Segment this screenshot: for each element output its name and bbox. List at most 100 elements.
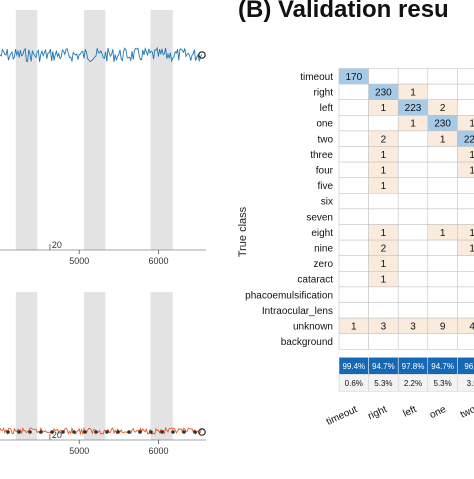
row-label: right: [314, 88, 334, 99]
cell-value: 3: [381, 322, 387, 333]
y-axis-label: True class: [237, 206, 249, 258]
event-dot: [127, 430, 131, 434]
shaded-band: [83, 10, 106, 250]
matrix-cell: [427, 239, 458, 256]
fdr-value: 3.5: [467, 379, 474, 388]
matrix-cell: [457, 193, 474, 210]
precision-value: 94.7%: [431, 362, 454, 371]
event-dot: [6, 430, 10, 434]
matrix-cell: [397, 146, 429, 163]
matrix-cell: [457, 83, 474, 100]
event-dot: [17, 430, 21, 434]
time-series-panel-1: 20 5000 6000: [0, 10, 206, 266]
cell-value: 1: [381, 181, 387, 192]
row-label: timeout: [300, 72, 333, 83]
matrix-cell: [368, 208, 399, 225]
matrix-cell: [338, 302, 369, 319]
matrix-cell: [338, 161, 369, 178]
row-label: Intraocular_lens: [262, 306, 333, 317]
matrix-cell: [397, 271, 429, 288]
event-dot: [72, 430, 76, 434]
end-marker: [198, 51, 206, 59]
cell-value: 1: [440, 228, 446, 239]
matrix-cell: [338, 193, 369, 210]
cell-value: 1: [381, 259, 387, 270]
event-dot: [193, 430, 197, 434]
fdr-value: 5.3%: [374, 379, 392, 388]
cell-value: 1: [381, 103, 387, 114]
x-tick-label: 5000: [69, 446, 89, 456]
matrix-cell: [338, 286, 369, 303]
cell-value: 1: [381, 228, 387, 239]
matrix-cell: [338, 239, 369, 256]
matrix-cell: [427, 255, 458, 272]
row-label: background: [281, 337, 333, 348]
matrix-cell: [397, 302, 429, 319]
matrix-cell: [457, 68, 474, 85]
event-dot: [116, 430, 120, 434]
event-dot: [171, 430, 175, 434]
row-label: seven: [306, 212, 333, 223]
row-label: unknown: [293, 322, 333, 333]
shaded-band: [15, 292, 38, 440]
precision-value: 97.8%: [402, 362, 425, 371]
row-label: phacoemulsification: [245, 290, 333, 301]
matrix-cell: [457, 286, 474, 303]
matrix-cell: [368, 286, 399, 303]
figure-title: (B) Validation resu: [238, 0, 449, 23]
matrix-cell: [397, 161, 429, 178]
matrix-cell: [427, 193, 458, 210]
row-label: six: [321, 197, 333, 208]
matrix-cell: [368, 302, 399, 319]
matrix-cell: [427, 302, 458, 319]
fdr-cell: [457, 374, 474, 392]
shaded-band: [15, 10, 38, 250]
cell-value: 2: [381, 244, 387, 255]
matrix-cell: [397, 239, 429, 256]
row-label: zero: [314, 259, 334, 270]
event-dot: [83, 430, 87, 434]
fdr-value: 5.3%: [433, 379, 451, 388]
cell-value: 2: [440, 103, 446, 114]
cell-value: 170: [345, 72, 362, 83]
column-label: two: [459, 404, 474, 421]
x-tick-label: 5000: [69, 256, 89, 266]
event-dot: [28, 430, 32, 434]
cell-value: 4: [469, 322, 474, 333]
matrix-cell: [397, 286, 429, 303]
matrix-cell: [338, 115, 369, 132]
matrix-cell: [397, 255, 429, 272]
matrix-cell: [397, 130, 429, 147]
cell-value: 1: [381, 166, 387, 177]
matrix-cell: [397, 68, 429, 85]
cell-value: 223: [464, 134, 474, 145]
x-tick-label: 6000: [148, 446, 168, 456]
row-label: one: [316, 119, 333, 130]
matrix-cell: [427, 286, 458, 303]
time-series-panel-2: 20 5000 6000: [0, 292, 206, 456]
column-label: timeout: [325, 404, 360, 428]
event-dot: [50, 430, 54, 434]
cell-value: 1: [469, 166, 474, 177]
matrix-cell: [368, 193, 399, 210]
marker-label: 20: [52, 430, 62, 440]
event-dot: [61, 430, 65, 434]
fdr-value: 2.2%: [404, 379, 422, 388]
event-dot: [39, 430, 43, 434]
cell-value: 1: [410, 88, 416, 99]
matrix-cell: [427, 271, 458, 288]
column-label: one: [428, 404, 448, 421]
cell-value: 1: [469, 119, 474, 130]
precision-value: 99.4%: [342, 362, 365, 371]
matrix-cell: [427, 333, 458, 350]
cell-value: 230: [375, 88, 392, 99]
matrix-cell: [457, 255, 474, 272]
matrix-cell: [397, 224, 429, 241]
matrix-cell: [427, 177, 458, 194]
cell-value: 1: [381, 150, 387, 161]
matrix-cell: [397, 177, 429, 194]
event-dot: [105, 430, 109, 434]
matrix-cell: [427, 68, 458, 85]
precision-value: 96.5: [464, 362, 474, 371]
event-dot: [138, 430, 142, 434]
